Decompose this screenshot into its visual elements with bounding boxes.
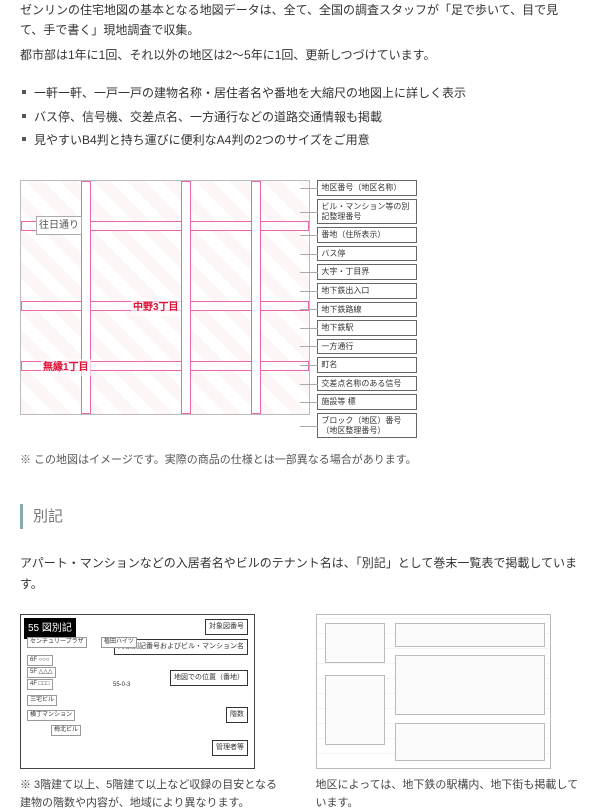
bekki-lead: アパート・マンションなどの入居者名やビルのテナント名は、「別記」として巻末一覧表… [20,553,581,594]
feature-item: バス停、信号機、交差点名、一方通行などの道路交通情報も掲載 [20,107,581,127]
legend-item: 番地（住所表示） [317,227,417,243]
bekki-callout: 地図での位置（番地） [170,670,248,686]
intro-line-1: ゼンリンの住宅地図の基本となる地図データは、全て、全国の調査スタッフが「足で歩い… [20,0,581,41]
bekki-entry: 5F △△△ [27,667,56,678]
station-thumbnail [316,614,551,769]
map-figure: 中野3丁目 無縁1丁目 往日通り 地区番号（地区名称） ビル・マンション等の別記… [20,180,581,441]
legend-item: 地下鉄路線 [317,302,417,318]
bekki-note-right: 地区によっては、地下鉄の駅構内、地下街も掲載しています。 [316,777,582,812]
feature-item: 見やすいB4判と持ち運びに便利なA4判の2つのサイズをご用意 [20,130,581,150]
bekki-entry: 横丁マンション [27,710,75,721]
legend-item: 地下鉄出入口 [317,283,417,299]
feature-list: 一軒一軒、一戸一戸の建物名称・居住者名や番地を大縮尺の地図上に詳しく表示 バス停… [20,83,581,150]
bekki-entry: 梅北ビル [51,725,81,736]
bekki-callout: 階数 [226,707,248,723]
legend-item: ビル・マンション等の別記整理番号 [317,199,417,224]
bekki-entry: センチュリープラザ [27,637,87,648]
bekki-right-column: 地区によっては、地下鉄の駅構内、地下街も掲載しています。 [316,614,582,812]
legend-item: 大字・丁目界 [317,264,417,280]
legend-item: バス停 [317,246,417,262]
bekki-note-left: ※ 3階建て以上、5階建て以上など収録の目安となる建物の階数や内容が、地域により… [20,777,286,812]
bekki-box-title: 55 図別記 [24,618,76,639]
map-label-chome: 中野3丁目 [131,299,181,316]
intro-line-2: 都市部は1年に1回、それ以外の地区は2～5年に1回、更新しつづけています。 [20,45,581,65]
intro-block: ゼンリンの住宅地図の基本となる地図データは、全て、全国の調査スタッフが「足で歩い… [20,0,581,65]
bekki-sample-box: 55 図別記 対象図番号 対象別記番号およびビル・マンション名 地図での位置（番… [20,614,255,769]
legend-item: 町名 [317,357,417,373]
bekki-row: 55 図別記 対象図番号 対象別記番号およびビル・マンション名 地図での位置（番… [20,614,581,812]
map-caption: ※ この地図はイメージです。実際の商品の仕様とは一部異なる場合があります。 [20,451,581,470]
bekki-entry: 55-0-3 [111,681,132,690]
bekki-entry: 4F □□□ [27,679,53,690]
legend-item: 地下鉄駅 [317,320,417,336]
legend-item: ブロック（地区）番号（地区整理番号） [317,413,417,438]
bekki-left-column: 55 図別記 対象図番号 対象別記番号およびビル・マンション名 地図での位置（番… [20,614,286,812]
section-heading-bekki: 別記 [20,504,581,530]
feature-item: 一軒一軒、一戸一戸の建物名称・居住者名や番地を大縮尺の地図上に詳しく表示 [20,83,581,103]
bekki-callout: 対象図番号 [205,619,248,635]
map-legend: 地区番号（地区名称） ビル・マンション等の別記整理番号 番地（住所表示） バス停… [317,180,417,441]
bekki-callout: 管理者等 [212,740,248,756]
map-thumbnail: 中野3丁目 無縁1丁目 往日通り [20,180,310,415]
legend-item: 一方通行 [317,339,417,355]
map-label-chome: 無縁1丁目 [41,359,91,376]
legend-item: 交差点名称のある信号 [317,376,417,392]
map-label-street: 往日通り [36,216,82,235]
bekki-entry: 6F ○○○ [27,655,53,666]
legend-item: 施設等 標 [317,394,417,410]
bekki-entry: 植田ハイツ [101,637,137,648]
bekki-entry: 三宅ビル [27,695,57,706]
legend-item: 地区番号（地区名称） [317,180,417,196]
